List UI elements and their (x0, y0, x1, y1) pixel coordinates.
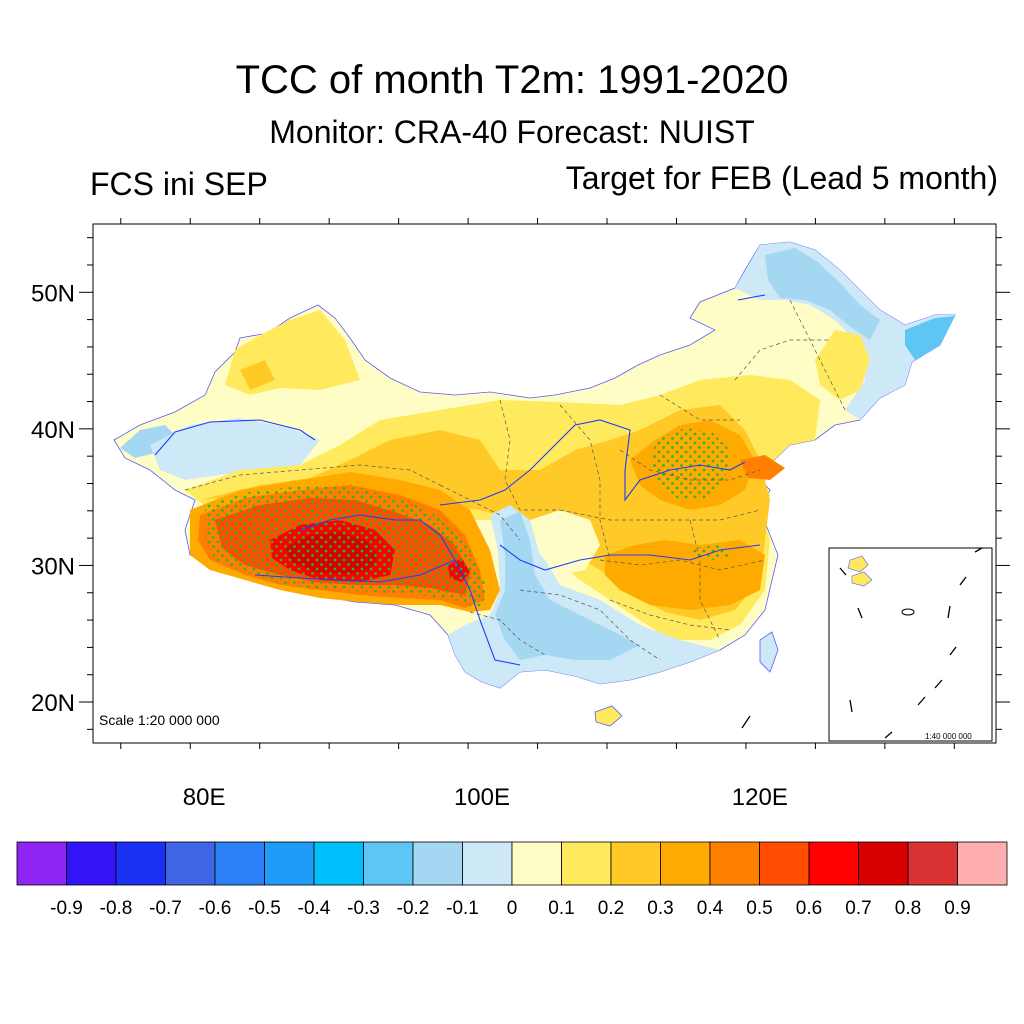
field-ne-positive (815, 330, 870, 400)
map-scale-label: Scale 1:20 000 000 (99, 712, 220, 728)
colorbar (16, 841, 1008, 886)
colorbar-swatch (165, 841, 216, 886)
colorbar-labels: -0.9 -0.8 -0.7 -0.6 -0.5 -0.4 -0.3 -0.2 -0.1 0 0.1… (50, 898, 971, 919)
lat-tick-label: 50N (31, 280, 75, 307)
colorbar-label: 0 (507, 898, 518, 919)
colorbar-label: -0.1 (446, 898, 479, 919)
lat-tick-label: 30N (31, 553, 75, 580)
colorbar-swatch (16, 841, 67, 886)
colorbar-swatch (907, 841, 958, 886)
colorbar-swatch (214, 841, 265, 886)
field-sichuan-yellow (530, 510, 600, 575)
colorbar-label: -0.7 (149, 898, 182, 919)
colorbar-label: -0.9 (50, 898, 83, 919)
colorbar-label: 0.7 (845, 898, 871, 919)
colorbar-swatch (660, 841, 711, 886)
colorbar-swatch (412, 841, 463, 886)
province-boundaries (184, 299, 846, 661)
colorbar-swatch (462, 841, 513, 886)
colorbar-swatch (363, 841, 414, 886)
axis-tick-labels: 50N 40N 30N 20N 80E 100E 120E (31, 280, 788, 811)
colorbar-label: -0.3 (347, 898, 380, 919)
colorbar-label: -0.2 (397, 898, 430, 919)
colorbar-swatch (957, 841, 1008, 886)
field-ne-negative-2 (765, 248, 880, 340)
colorbar-label: 0.1 (548, 898, 574, 919)
rivers (154, 294, 766, 666)
colorbar-swatch (66, 841, 117, 886)
colorbar-swatch (610, 841, 661, 886)
colorbar-label: -0.5 (248, 898, 281, 919)
colorbar-label: 0.6 (796, 898, 822, 919)
colorbar-swatch (561, 841, 612, 886)
map-subtitle: Monitor: CRA-40 Forecast: NUIST (269, 114, 755, 150)
colorbar-swatch (759, 841, 810, 886)
field-shandong-orange (740, 455, 785, 480)
significance-stipple-tibet (205, 485, 488, 608)
colorbar-label: 0.2 (598, 898, 624, 919)
init-label: FCS ini SEP (90, 166, 268, 202)
field-tarim-negative (150, 418, 320, 480)
significance-stipple-north-china (652, 428, 730, 500)
lon-tick-label: 120E (732, 784, 788, 811)
colorbar-swatch (115, 841, 166, 886)
colorbar-label: 0.9 (944, 898, 970, 919)
field-north-positive-2 (240, 360, 275, 390)
colorbar-label: 0.5 (746, 898, 772, 919)
lat-tick-label: 20N (31, 690, 75, 717)
colorbar-swatch (511, 841, 562, 886)
colorbar-swatch (313, 841, 364, 886)
field-taiwan (759, 631, 779, 673)
lat-tick-label: 40N (31, 417, 75, 444)
colorbar-swatch (808, 841, 859, 886)
map-title: TCC of month T2m: 1991-2020 (235, 58, 789, 102)
inset-scale-label: 1:40 000 000 (925, 732, 972, 741)
lon-tick-label: 100E (454, 784, 510, 811)
lon-tick-label: 80E (183, 784, 226, 811)
colorbar-label: 0.4 (697, 898, 724, 919)
field-north-positive (225, 310, 360, 395)
colorbar-swatch (858, 841, 909, 886)
target-label: Target for FEB (Lead 5 month) (565, 160, 998, 196)
field-ne-negative-3 (905, 316, 955, 360)
colorbar-label: 0.3 (647, 898, 673, 919)
field-sw-negative-2 (495, 512, 640, 660)
inset-south-china-sea: 1:40 000 000 (741, 547, 993, 742)
colorbar-swatch (709, 841, 760, 886)
colorbar-label: -0.8 (100, 898, 133, 919)
field-hainan (594, 705, 623, 727)
axis-ticks (79, 218, 1010, 749)
colorbar-swatch (264, 841, 315, 886)
colorbar-label: 0.8 (895, 898, 921, 919)
field-west-negative (120, 425, 180, 458)
colorbar-label: -0.6 (199, 898, 232, 919)
colorbar-label: -0.4 (298, 898, 331, 919)
correlation-field (113, 241, 956, 727)
